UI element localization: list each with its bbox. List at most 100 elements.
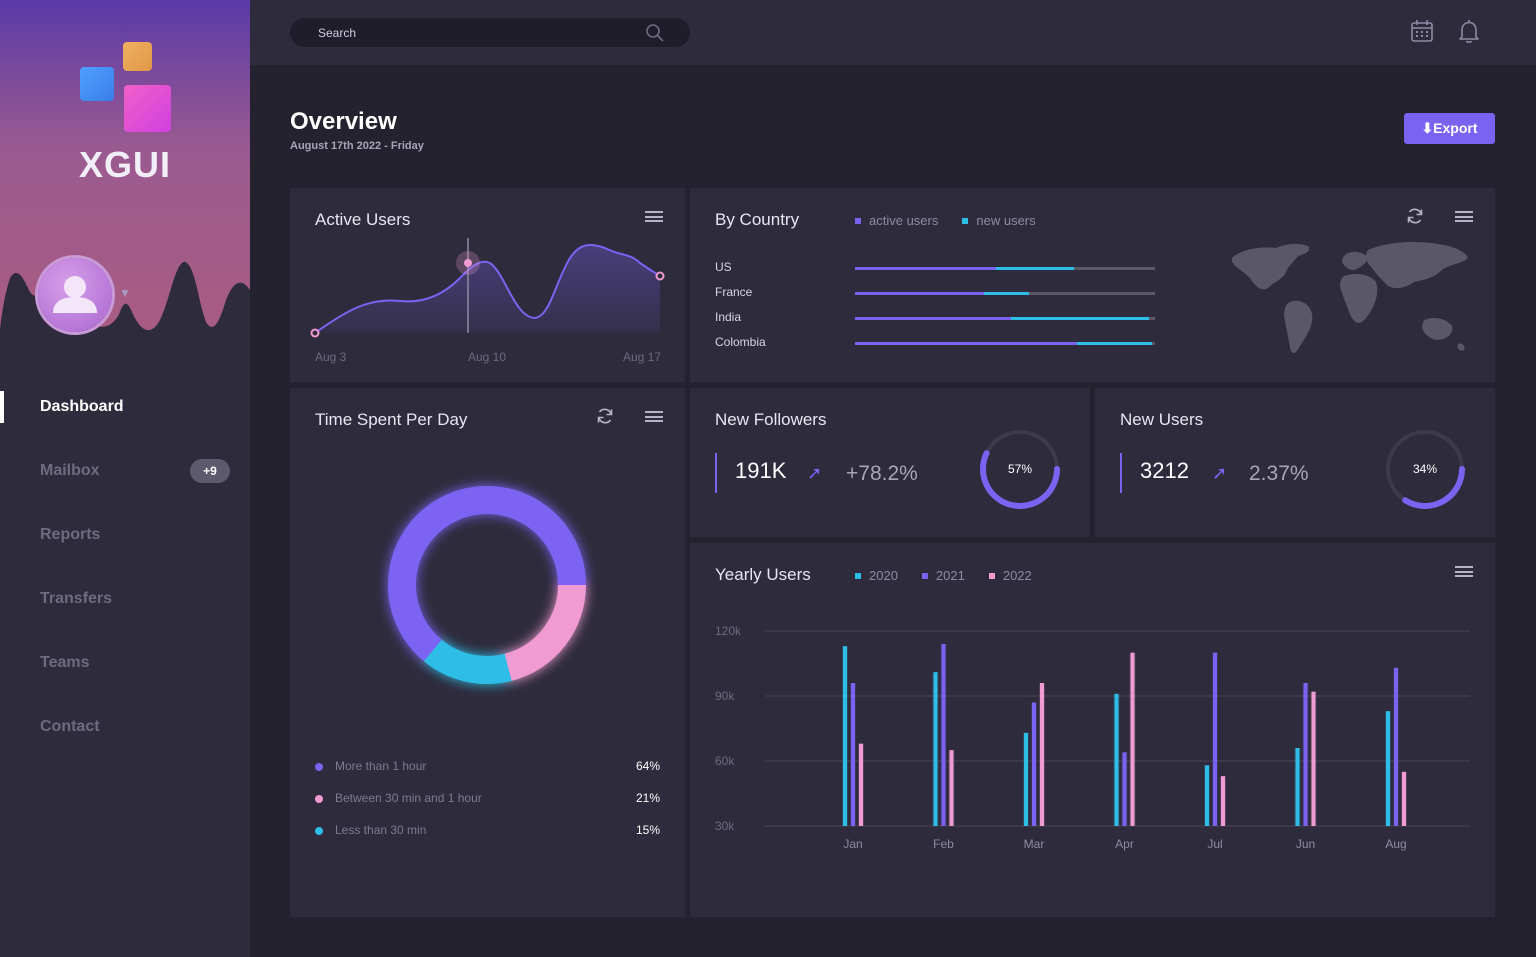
user-avatar[interactable] xyxy=(38,258,112,332)
card-title: New Followers xyxy=(715,410,827,429)
legend-item: 2020 xyxy=(855,568,898,583)
new-users-segment xyxy=(984,292,1029,295)
card-title: New Users xyxy=(1120,410,1204,429)
legend-label: active users xyxy=(869,213,939,228)
refresh-icon[interactable] xyxy=(595,406,615,426)
new-users-segment xyxy=(996,267,1074,270)
sidebar-item-transfers[interactable]: Transfers xyxy=(0,567,250,631)
legend-item: active users xyxy=(855,213,938,228)
sidebar-item-label: Reports xyxy=(40,526,101,543)
top-bar xyxy=(250,0,1536,65)
y-tick-label: 60k xyxy=(715,754,735,768)
followers-change: +78.2% xyxy=(846,462,918,485)
search-input[interactable] xyxy=(318,18,638,47)
followers-progress-gauge: 57% xyxy=(980,430,1060,509)
stat-divider xyxy=(715,453,717,493)
country-row: Colombia xyxy=(715,335,1155,355)
country-progress-bar xyxy=(855,342,1155,345)
legend-label: Less than 30 min xyxy=(335,823,427,837)
country-name: Colombia xyxy=(715,335,766,349)
card-menu-icon[interactable] xyxy=(1455,211,1473,223)
followers-value: 191K xyxy=(735,458,787,483)
new-users-card: New Users 3212 ➚ 2.37% 34% xyxy=(1095,388,1495,537)
card-title: By Country xyxy=(715,210,800,229)
bar xyxy=(859,743,863,826)
legend-swatch xyxy=(855,217,861,224)
search-box xyxy=(290,18,690,47)
legend-swatch xyxy=(988,572,995,579)
bar xyxy=(1402,771,1406,826)
bar xyxy=(1205,765,1209,826)
sidebar-item-contact[interactable]: Contact xyxy=(0,695,250,759)
donut-segment xyxy=(504,584,586,681)
card-menu-icon[interactable] xyxy=(645,211,663,223)
country-progress-bar xyxy=(855,267,1155,270)
x-tick-label: Aug 10 xyxy=(468,350,506,364)
bar xyxy=(1040,683,1044,826)
active-users-segment xyxy=(855,317,1011,320)
trend-up-arrow-icon: ➚ xyxy=(807,463,823,483)
legend-swatch xyxy=(921,572,928,579)
new-users-progress-gauge: 34% xyxy=(1386,430,1465,509)
bar xyxy=(1122,752,1127,826)
sidebar-item-mailbox[interactable]: Mailbox +9 xyxy=(0,439,250,503)
sidebar-item-dashboard[interactable]: Dashboard xyxy=(0,375,250,439)
new-users-change: 2.37% xyxy=(1249,462,1309,485)
legend-dot xyxy=(315,827,323,835)
card-menu-icon[interactable] xyxy=(645,411,663,423)
y-tick-label: 30k xyxy=(715,819,735,833)
x-tick-label: Aug xyxy=(1385,837,1406,851)
search-icon[interactable] xyxy=(645,23,665,43)
bar xyxy=(1213,652,1217,826)
x-tick-label: Aug 17 xyxy=(623,350,661,364)
card-menu-icon[interactable] xyxy=(1455,566,1473,578)
legend-dot xyxy=(315,763,323,771)
x-tick-label: Jun xyxy=(1296,837,1315,851)
legend-label: 2021 xyxy=(935,568,965,583)
calendar-icon[interactable] xyxy=(1409,18,1435,44)
card-title: Time Spent Per Day xyxy=(315,410,468,429)
sidebar-item-reports[interactable]: Reports xyxy=(0,503,250,567)
export-button[interactable]: ⬇Export xyxy=(1404,113,1495,144)
stat-divider xyxy=(1120,453,1122,493)
y-tick-label: 120k xyxy=(715,624,742,638)
active-users-segment xyxy=(855,292,984,295)
mailbox-count-badge: +9 xyxy=(190,459,230,483)
gauge-label: 34% xyxy=(1413,462,1437,476)
yearly-users-bar-chart: 120k 90k 60k 30k Jan Feb Mar Apr Jul Jun Aug xyxy=(715,624,1470,851)
sidebar-item-label: Mailbox xyxy=(40,462,100,479)
brand-name: XGUI xyxy=(78,144,171,185)
bar xyxy=(1130,652,1135,826)
country-row: India xyxy=(715,310,1155,330)
legend-label: new users xyxy=(976,213,1036,228)
country-name: France xyxy=(715,285,753,299)
country-legend: active users new users xyxy=(855,213,1036,228)
bar xyxy=(1386,711,1390,826)
card-title: Active Users xyxy=(315,210,411,229)
sidebar-item-teams[interactable]: Teams xyxy=(0,631,250,695)
y-tick-label: 90k xyxy=(715,689,735,703)
refresh-icon[interactable] xyxy=(1405,206,1425,226)
page-date: August 17th 2022 - Friday xyxy=(290,140,424,152)
avatar-dropdown-chevron-icon[interactable]: ▼ xyxy=(119,286,131,300)
legend-label: Between 30 min and 1 hour xyxy=(335,791,482,805)
bar xyxy=(1295,748,1300,826)
world-map-icon xyxy=(1232,242,1468,354)
bar xyxy=(941,644,946,826)
legend-label: 2020 xyxy=(869,568,898,583)
country-row: US xyxy=(715,260,1155,280)
country-progress-bar xyxy=(855,292,1155,295)
time-spent-card: Time Spent Per Day More than 1 hour 64% Be… xyxy=(290,388,685,917)
country-name: India xyxy=(715,310,742,324)
bar xyxy=(843,646,847,826)
legend-percent: 15% xyxy=(635,823,660,837)
bar xyxy=(1303,683,1308,826)
sidebar-item-label: Dashboard xyxy=(40,398,124,415)
active-users-card: Active Users Aug 3 Aug 10 Aug 17 xyxy=(290,188,685,382)
hover-marker-point xyxy=(464,259,472,267)
gauge-label: 57% xyxy=(1008,462,1032,476)
time-legend-row: Less than 30 min 15% xyxy=(315,822,660,842)
x-tick-label: Mar xyxy=(1024,837,1045,851)
bar xyxy=(1394,667,1398,826)
bell-icon[interactable] xyxy=(1456,18,1482,44)
